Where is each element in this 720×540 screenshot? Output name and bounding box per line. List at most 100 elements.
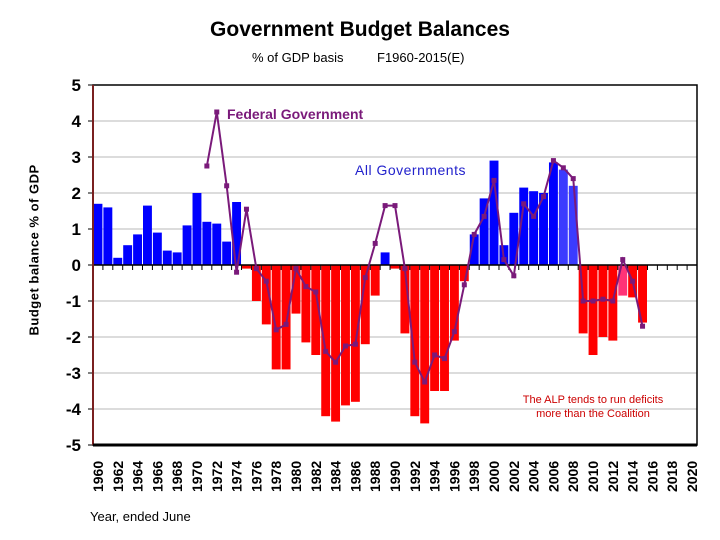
x-tick-label: 1978 — [268, 461, 284, 492]
bar-2005 — [539, 193, 548, 265]
bar-1962 — [113, 257, 123, 265]
x-tick-label: 1992 — [407, 461, 423, 492]
federal-point-1987 — [362, 275, 368, 281]
bar-1976 — [251, 265, 261, 301]
x-tick-label: 2016 — [644, 461, 660, 492]
federal-point-1981 — [303, 284, 309, 290]
bar-1969 — [182, 225, 192, 265]
bar-1999 — [479, 198, 489, 265]
bar-1979 — [281, 265, 291, 370]
x-axis-label: Year, ended June — [90, 509, 191, 524]
bar-1989 — [380, 252, 390, 265]
x-tick-label: 1972 — [209, 461, 225, 492]
bar-2000 — [489, 160, 499, 265]
x-tick-label: 2010 — [585, 461, 601, 492]
bar-1981 — [301, 265, 311, 343]
bar-1990 — [390, 265, 400, 269]
federal-point-1992 — [412, 359, 418, 365]
federal-point-1984 — [333, 359, 339, 365]
x-tick-label: 1994 — [427, 461, 443, 492]
federal-point-2006 — [550, 158, 556, 164]
federal-point-2002 — [511, 273, 517, 279]
federal-point-1996 — [451, 329, 457, 335]
x-tick-label: 1986 — [347, 461, 363, 492]
federal-point-1973 — [224, 183, 230, 189]
y-tick-label: 4 — [72, 112, 82, 131]
federal-point-2013 — [620, 257, 626, 263]
federal-point-1985 — [342, 343, 348, 349]
bar-1960 — [93, 203, 103, 265]
federal-point-1975 — [243, 206, 249, 212]
bar-1961 — [103, 207, 113, 265]
x-tick-label: 1974 — [229, 461, 245, 492]
x-tick-label: 1982 — [308, 461, 324, 492]
bar-1997 — [459, 265, 469, 282]
federal-point-1988 — [372, 240, 378, 246]
bar-2008 — [568, 185, 578, 265]
federal-point-2000 — [491, 177, 497, 183]
bar-1972 — [212, 223, 222, 265]
bar-1966 — [152, 232, 162, 265]
x-tick-label: 1960 — [90, 461, 106, 492]
y-tick-label: 5 — [72, 76, 81, 95]
federal-point-1998 — [471, 231, 477, 237]
x-tick-label: 1990 — [387, 461, 403, 492]
y-tick-label: 3 — [72, 148, 81, 167]
federal-point-2012 — [610, 298, 616, 304]
x-tick-label: 1984 — [328, 461, 344, 492]
x-tick-label: 2014 — [625, 461, 641, 492]
bar-1986 — [350, 265, 360, 402]
annotation-line-1: The ALP tends to run deficits — [523, 394, 664, 406]
bar-1978 — [271, 265, 281, 370]
federal-point-1974 — [234, 269, 240, 275]
federal-point-2011 — [600, 296, 606, 302]
x-tick-label: 1964 — [130, 461, 146, 492]
federal-point-1979 — [283, 321, 289, 327]
x-tick-label: 1968 — [169, 461, 185, 492]
y-tick-label: -2 — [66, 328, 81, 347]
federal-point-1994 — [432, 352, 438, 358]
federal-point-2015 — [640, 323, 646, 329]
bar-1975 — [242, 265, 251, 269]
bar-1983 — [321, 265, 331, 417]
bar-1987 — [360, 265, 370, 345]
x-tick-label: 1962 — [110, 461, 126, 492]
federal-point-2007 — [560, 165, 566, 171]
federal-point-1999 — [481, 213, 487, 219]
bar-1993 — [420, 265, 430, 424]
bar-1996 — [449, 265, 459, 341]
bar-1985 — [341, 265, 350, 406]
x-tick-label: 2008 — [565, 461, 581, 492]
bar-1977 — [261, 265, 271, 325]
federal-point-2005 — [541, 194, 547, 200]
x-tick-label: 2002 — [506, 461, 522, 492]
bar-1968 — [172, 252, 182, 265]
federal-point-1993 — [422, 379, 428, 385]
y-tick-label: 2 — [72, 184, 81, 203]
bar-1971 — [202, 221, 212, 265]
bar-1963 — [123, 245, 133, 265]
annotation-line-2: more than the Coalition — [536, 408, 650, 420]
bar-1973 — [222, 241, 232, 265]
federal-series-label: Federal Government — [227, 106, 363, 122]
y-tick-label: 1 — [72, 220, 81, 239]
y-tick-label: -5 — [66, 436, 81, 455]
bar-2003 — [519, 187, 529, 265]
chart-subtitle-basis: % of GDP basis — [252, 50, 344, 65]
bar-1994 — [430, 265, 440, 391]
x-tick-label: 2000 — [486, 461, 502, 492]
bar-1991 — [400, 265, 410, 334]
bar-1982 — [311, 265, 321, 355]
x-tick-label: 1988 — [367, 461, 383, 492]
federal-point-1976 — [253, 266, 259, 272]
bar-1964 — [133, 234, 143, 265]
federal-point-2004 — [531, 213, 537, 219]
bar-1992 — [410, 265, 420, 417]
bar-1988 — [370, 265, 380, 296]
bar-1984 — [331, 265, 341, 422]
federal-point-1990 — [392, 203, 398, 209]
federal-point-2010 — [590, 298, 596, 304]
bar-2006 — [548, 162, 558, 265]
